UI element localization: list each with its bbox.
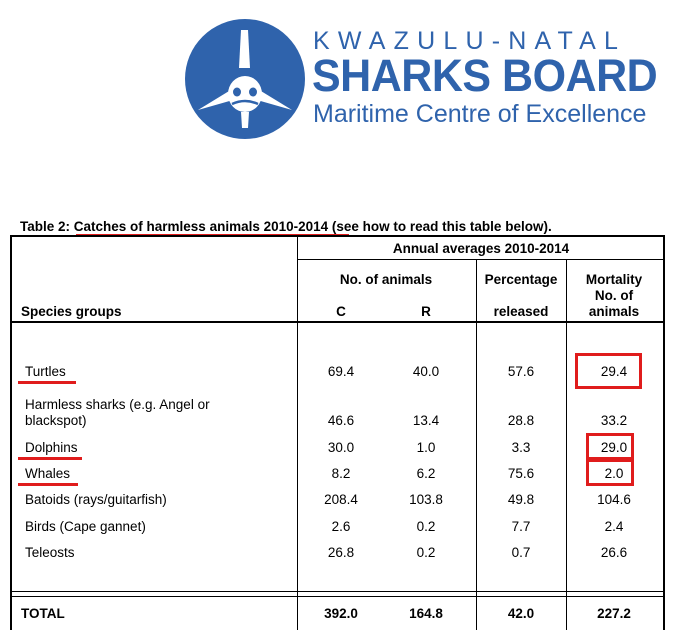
row-r: 0.2 (416, 519, 436, 534)
logo-org-name: SHARKS BOARD (312, 51, 658, 102)
highlight-box-whales-mortality (586, 459, 634, 486)
row-c: 26.8 (327, 545, 355, 560)
logo-tagline: Maritime Centre of Excellence (313, 100, 647, 128)
row-name-turtles: Turtles (25, 364, 66, 379)
logo-region-text: KWAZULU-NATAL (313, 27, 627, 55)
row-c: 46.6 (327, 413, 355, 428)
col-separator-3 (566, 259, 567, 630)
row-pct: 57.6 (507, 364, 535, 379)
header-species-groups: Species groups (21, 304, 122, 319)
header-released: released (493, 304, 549, 319)
row-name-harmless-sharks: Harmless sharks (e.g. Angel or (25, 397, 210, 412)
row-name-birds: Birds (Cape gannet) (25, 519, 146, 534)
total-label: TOTAL (21, 606, 65, 621)
row-mort: 29.4 (600, 364, 628, 379)
row-c: 2.6 (331, 519, 351, 534)
row-pct: 28.8 (507, 413, 535, 428)
row-r: 1.0 (416, 440, 436, 455)
row-mort: 29.0 (600, 440, 628, 455)
row-r: 13.4 (412, 413, 440, 428)
table-caption: Table 2: Catches of harmless animals 201… (20, 219, 552, 234)
row-name-teleosts: Teleosts (25, 545, 75, 560)
header-no-of-animals: No. of animals (339, 272, 433, 287)
col-separator-1 (297, 235, 298, 630)
row-mort: 33.2 (600, 413, 628, 428)
row-name-batoids: Batoids (rays/guitarfish) (25, 492, 167, 507)
highlight-box-dolphins-mortality (586, 433, 634, 460)
row-c: 69.4 (327, 364, 355, 379)
row-mort: 2.4 (604, 519, 624, 534)
row-name-whales: Whales (25, 466, 71, 481)
col-separator-2 (476, 259, 477, 630)
caption-prefix: Table 2: (20, 219, 74, 234)
header-mortality: Mortality (585, 272, 643, 287)
total-separator-line-1 (10, 591, 665, 592)
total-mort: 227.2 (597, 606, 631, 621)
underline-dolphins (18, 457, 82, 460)
row-r: 40.0 (412, 364, 440, 379)
header-bottom-line (10, 321, 665, 323)
caption-suffix: (see how to read this table below). (328, 219, 552, 234)
row-r: 103.8 (409, 492, 443, 507)
row-pct: 7.7 (511, 519, 531, 534)
underline-whales (18, 483, 78, 486)
row-pct: 3.3 (511, 440, 531, 455)
row-c: 208.4 (324, 492, 358, 507)
table-right-border (663, 235, 665, 630)
total-pct: 42.0 (507, 606, 535, 621)
row-mort: 2.0 (604, 466, 624, 481)
row-pct: 75.6 (507, 466, 535, 481)
total-separator-line-2 (10, 596, 665, 597)
row-c: 8.2 (331, 466, 351, 481)
header-no-of: No. of (594, 288, 634, 303)
row-name-harmless-sharks-line2: blackspot) (25, 413, 87, 428)
row-r: 0.2 (416, 545, 436, 560)
underline-turtles (18, 381, 76, 384)
header-r: R (421, 304, 431, 319)
total-c: 392.0 (324, 606, 358, 621)
table-left-border (10, 235, 12, 630)
catches-table: Annual averages 2010-2014 No. of animals… (10, 235, 665, 630)
header-row-line (297, 259, 664, 260)
header-percentage: Percentage (484, 272, 558, 287)
table-top-border (10, 235, 665, 237)
header-annual-averages: Annual averages 2010-2014 (392, 241, 570, 256)
header-animals: animals (588, 304, 640, 319)
sharks-board-logo-icon (185, 19, 305, 139)
row-mort: 26.6 (600, 545, 628, 560)
header-c: C (336, 304, 346, 319)
row-pct: 0.7 (511, 545, 531, 560)
row-r: 6.2 (416, 466, 436, 481)
highlight-box-turtles-mortality (575, 353, 642, 389)
row-name-dolphins: Dolphins (25, 440, 78, 455)
row-c: 30.0 (327, 440, 355, 455)
row-pct: 49.8 (507, 492, 535, 507)
caption-title: Catches of harmless animals 2010-2014 (73, 219, 329, 234)
row-mort: 104.6 (597, 492, 631, 507)
total-r: 164.8 (409, 606, 443, 621)
